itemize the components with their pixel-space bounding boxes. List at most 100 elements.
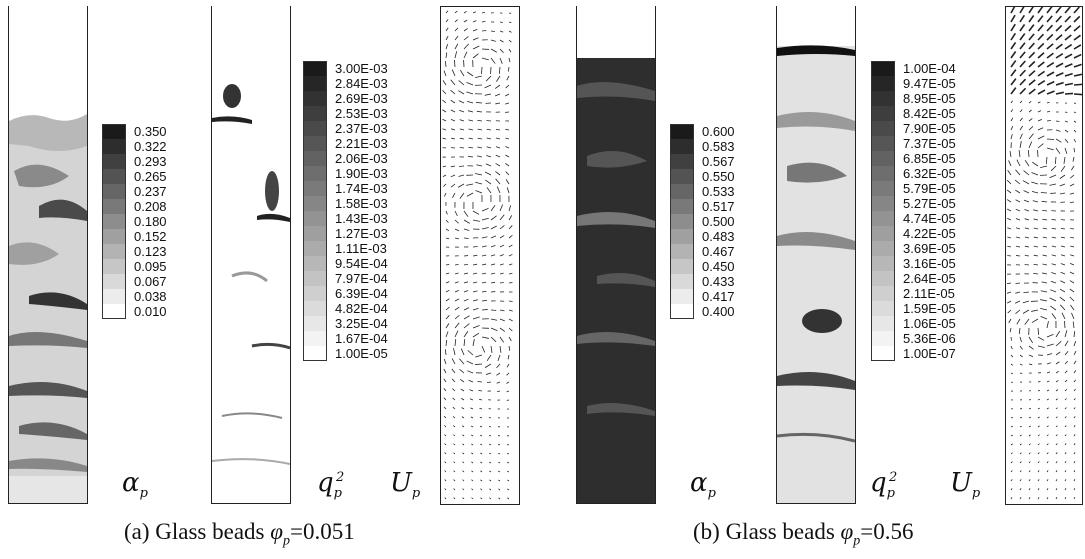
velocity-arrow bbox=[507, 488, 510, 491]
velocity-arrow bbox=[450, 109, 456, 113]
velocity-arrow bbox=[1028, 407, 1032, 410]
legend-entry: 3.00E-03 bbox=[303, 61, 388, 76]
velocity-arrow bbox=[445, 219, 449, 223]
velocity-arrow bbox=[1073, 147, 1076, 153]
velocity-arrow bbox=[498, 497, 501, 500]
velocity-arrow bbox=[1010, 416, 1014, 419]
legend-value: 6.85E-05 bbox=[903, 151, 956, 166]
velocity-arrow bbox=[442, 137, 447, 140]
velocity-arrow bbox=[484, 363, 492, 368]
legend-entry: 0.500 bbox=[670, 214, 735, 229]
velocity-arrow bbox=[499, 282, 504, 284]
velocity-arrow bbox=[472, 299, 478, 302]
velocity-arrow bbox=[1006, 208, 1012, 212]
velocity-arrow bbox=[1037, 425, 1040, 428]
velocity-arrow bbox=[505, 154, 510, 158]
velocity-arrow bbox=[1037, 80, 1046, 86]
legend-value: 0.550 bbox=[702, 169, 735, 184]
velocity-arrow bbox=[1037, 443, 1040, 446]
velocity-arrow bbox=[498, 479, 501, 482]
velocity-arrow bbox=[1037, 33, 1045, 41]
velocity-arrow bbox=[1046, 488, 1049, 491]
velocity-arrow bbox=[443, 378, 447, 383]
velocity-arrow bbox=[1046, 362, 1051, 365]
velocity-arrow bbox=[1019, 23, 1026, 32]
velocity-arrow bbox=[453, 479, 456, 482]
velocity-arrow bbox=[1055, 24, 1063, 32]
velocity-arrow bbox=[459, 109, 465, 113]
velocity-arrow bbox=[1046, 147, 1054, 151]
velocity-arrow bbox=[1008, 318, 1012, 324]
velocity-arrow bbox=[506, 363, 510, 368]
velocity-arrow bbox=[1046, 479, 1049, 482]
velocity-arrow bbox=[1019, 78, 1027, 86]
velocity-arrow bbox=[1006, 199, 1012, 203]
velocity-arrow bbox=[490, 57, 496, 64]
velocity-arrow bbox=[445, 35, 449, 41]
velocity-arrow bbox=[1055, 461, 1058, 464]
velocity-arrow bbox=[450, 183, 456, 188]
velocity-arrow bbox=[1046, 343, 1054, 347]
legend-swatch bbox=[303, 331, 327, 346]
velocity-arrow bbox=[1069, 263, 1075, 266]
velocity-arrow bbox=[1015, 218, 1021, 221]
velocity-arrow bbox=[1037, 452, 1040, 455]
legend-swatch bbox=[871, 196, 895, 211]
velocity-arrow bbox=[471, 488, 474, 491]
legend-entry: 6.39E-04 bbox=[303, 286, 388, 301]
legend-entry: 7.97E-04 bbox=[303, 271, 388, 286]
velocity-arrow bbox=[1028, 88, 1036, 95]
velocity-arrow bbox=[1007, 170, 1012, 176]
velocity-arrow bbox=[481, 30, 487, 32]
velocity-arrow bbox=[1046, 61, 1055, 68]
velocity-arrow bbox=[470, 425, 474, 428]
velocity-vectors-b-field bbox=[1006, 7, 1082, 500]
velocity-arrow bbox=[1019, 33, 1026, 41]
velocity-arrow bbox=[450, 89, 456, 95]
velocity-arrow bbox=[1050, 280, 1057, 284]
legend-value: 0.400 bbox=[702, 304, 735, 319]
velocity-arrow bbox=[481, 336, 489, 339]
legend-swatch bbox=[303, 106, 327, 121]
velocity-arrow bbox=[1018, 150, 1021, 158]
velocity-arrow bbox=[476, 155, 483, 158]
velocity-arrow bbox=[1064, 360, 1069, 365]
velocity-arrow bbox=[1037, 381, 1041, 383]
velocity-arrow bbox=[1049, 174, 1057, 179]
u-symbol-a: Up bbox=[390, 468, 421, 502]
legend-swatch bbox=[303, 346, 327, 361]
velocity-arrow bbox=[1046, 80, 1055, 86]
velocity-arrow bbox=[1055, 398, 1058, 401]
velocity-arrow bbox=[1028, 42, 1035, 50]
velocity-arrow bbox=[1064, 443, 1067, 446]
velocity-arrow bbox=[458, 174, 465, 177]
velocity-arrow bbox=[462, 461, 465, 464]
q2-contour-a-field bbox=[212, 84, 290, 465]
velocity-arrow bbox=[1070, 228, 1075, 230]
velocity-arrow bbox=[1040, 299, 1048, 302]
velocity-arrow bbox=[1007, 300, 1012, 304]
velocity-arrow bbox=[444, 470, 447, 473]
legend-value: 0.417 bbox=[702, 289, 735, 304]
velocity-arrow bbox=[481, 20, 486, 23]
velocity-arrow bbox=[1051, 254, 1057, 257]
legend-value: 9.54E-04 bbox=[335, 256, 388, 271]
velocity-arrow bbox=[442, 128, 447, 131]
velocity-arrow bbox=[472, 308, 479, 311]
velocity-arrow bbox=[454, 306, 460, 311]
velocity-arrow bbox=[1055, 488, 1058, 491]
velocity-arrow bbox=[1015, 199, 1021, 203]
legend-swatch bbox=[871, 181, 895, 196]
legend-swatch bbox=[871, 286, 895, 301]
velocity-arrow bbox=[1071, 312, 1075, 320]
legend-swatch bbox=[303, 61, 327, 76]
velocity-arrow bbox=[1073, 63, 1082, 68]
velocity-arrow bbox=[472, 254, 478, 257]
velocity-arrow bbox=[1046, 15, 1053, 23]
velocity-arrow bbox=[499, 30, 504, 33]
velocity-arrow bbox=[1051, 236, 1057, 239]
velocity-arrow bbox=[498, 470, 501, 473]
velocity-arrow bbox=[454, 330, 459, 338]
velocity-arrow bbox=[506, 75, 510, 81]
velocity-arrow bbox=[477, 146, 483, 149]
